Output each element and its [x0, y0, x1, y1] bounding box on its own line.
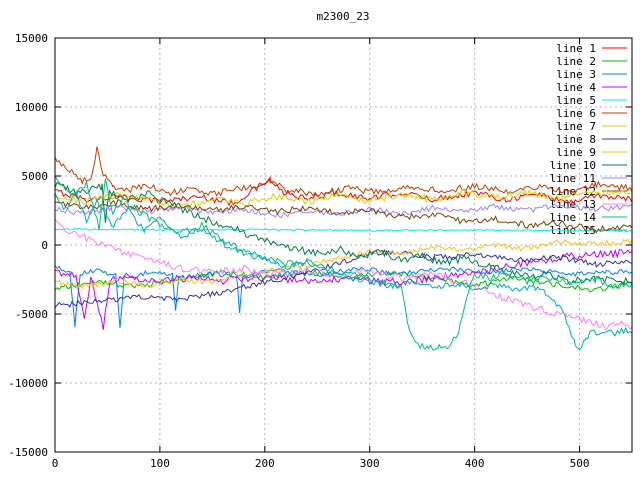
legend-label-line-5: line 5 — [556, 94, 596, 107]
x-tick-label: 0 — [52, 457, 59, 470]
series-lines — [55, 146, 632, 351]
legend-label-line-12: line 12 — [550, 185, 596, 198]
legend-label-line-9: line 9 — [556, 146, 596, 159]
y-tick-label: 10000 — [15, 101, 48, 114]
x-tick-label: 500 — [570, 457, 590, 470]
axes: 0 100 200 300 400 500 -15000 -10000 -5000 0 5000 10… — [8, 32, 633, 470]
y-tick-label: -5000 — [15, 308, 48, 321]
series-line-9 — [55, 238, 632, 290]
series-line-10 — [55, 181, 632, 286]
legend-label-line-15: line 15 — [550, 224, 596, 237]
series-line-7 — [55, 188, 632, 211]
series-line-14 — [55, 175, 632, 351]
legend-label-line-2: line 2 — [556, 55, 596, 68]
series-line-1 — [55, 175, 632, 207]
series-line-5 — [55, 228, 632, 233]
series-line-8 — [55, 249, 632, 309]
y-tick-label: 0 — [41, 239, 48, 252]
y-tick-label: 15000 — [15, 32, 48, 45]
y-tick-label: -15000 — [8, 446, 48, 459]
legend-label-line-14: line 14 — [550, 211, 597, 224]
legend-label-line-8: line 8 — [556, 133, 596, 146]
chart-title: m2300_23 — [317, 10, 370, 23]
legend-label-line-10: line 10 — [550, 159, 596, 172]
y-tick-label: -10000 — [8, 377, 48, 390]
x-tick-label: 400 — [465, 457, 485, 470]
series-line-4 — [55, 248, 632, 330]
legend-label-line-1: line 1 — [556, 42, 596, 55]
legend-label-line-6: line 6 — [556, 107, 596, 120]
legend-label-line-7: line 7 — [556, 120, 596, 133]
series-line-12 — [55, 198, 632, 234]
series-line-2 — [55, 267, 632, 293]
series-line-6 — [55, 146, 632, 197]
series-line-11 — [55, 203, 632, 219]
x-tick-label: 300 — [360, 457, 380, 470]
legend-label-line-11: line 11 — [550, 172, 596, 185]
series-line-3 — [55, 265, 632, 329]
legend-label-line-4: line 4 — [556, 81, 596, 94]
y-tick-label: 5000 — [22, 170, 49, 183]
grid — [55, 38, 632, 452]
series-line-15 — [55, 190, 632, 351]
x-tick-label: 100 — [150, 457, 170, 470]
legend-label-line-3: line 3 — [556, 68, 596, 81]
series-line-13 — [55, 219, 632, 331]
x-tick-label: 200 — [255, 457, 275, 470]
